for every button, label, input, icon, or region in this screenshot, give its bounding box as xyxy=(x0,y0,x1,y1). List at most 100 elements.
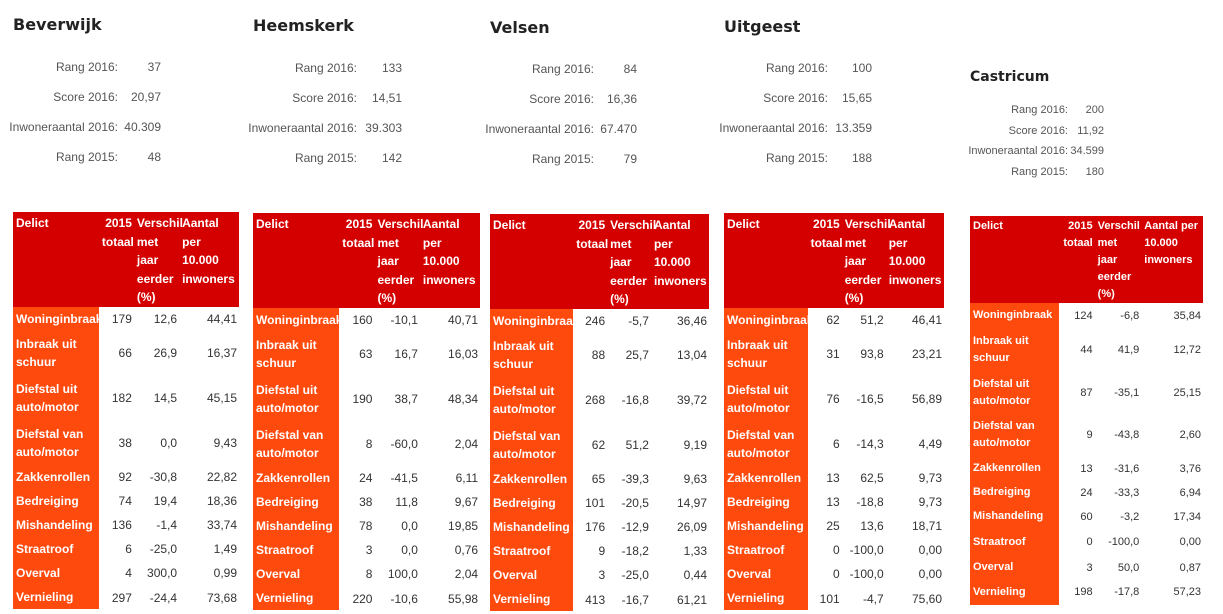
stat-label: Inwoneraantal 2016: xyxy=(248,121,357,135)
cell-change: -100,0 xyxy=(841,561,886,587)
header-change: Verschil met jaar eerder (%) xyxy=(841,213,891,309)
delict-mishandeling: Mishandeling xyxy=(724,513,808,539)
header-delict: Delict xyxy=(970,216,1059,304)
table-row: Mishandeling 176 -12,9 26,09 xyxy=(490,514,709,540)
delict-bedreiging: Bedreiging xyxy=(970,480,1059,505)
stat-value: 48 xyxy=(147,150,161,164)
cell-total-2015: 38 xyxy=(339,489,375,515)
cell-per-10000: 6,11 xyxy=(419,465,481,491)
cell-per-10000: 44,41 xyxy=(179,306,239,332)
cell-total-2015: 0 xyxy=(1058,528,1095,556)
stat-label: Rang 2016: xyxy=(55,60,118,74)
cell-per-10000: 45,15 xyxy=(179,374,239,422)
stat-value: 188 xyxy=(851,151,872,165)
table-row: Bedreiging 74 19,4 18,36 xyxy=(13,488,239,514)
cell-change: -43,8 xyxy=(1094,413,1142,457)
table-row: Woninginbraak 160 -10,1 40,71 xyxy=(253,307,481,333)
cell-per-10000: 1,49 xyxy=(179,536,239,562)
cell-per-10000: 35,84 xyxy=(1141,303,1203,328)
delict-woninginbraak: Woninginbraak xyxy=(970,303,1059,328)
cell-total-2015: 65 xyxy=(573,466,608,492)
table-row: Diefstal van auto/motor 9 -43,8 2,60 xyxy=(970,413,1203,457)
table-header-row: Delict 2015 totaal Verschil met jaar eerde… xyxy=(13,212,239,308)
cell-change: 14,5 xyxy=(133,374,180,422)
delict-vernieling: Vernieling xyxy=(970,579,1059,605)
table-row: Diefstal van auto/motor 38 0,0 9,43 xyxy=(13,420,239,466)
table-row: Overval 4 300,0 0,99 xyxy=(13,560,239,586)
cell-total-2015: 9 xyxy=(573,538,608,564)
delict-mishandeling: Mishandeling xyxy=(970,504,1059,529)
table-header-row: Delict 2015 totaal Verschil met jaar eerde… xyxy=(253,213,481,309)
table-row: Inbraak uit schuur 66 26,9 16,37 xyxy=(13,330,239,376)
cell-per-10000: 61,21 xyxy=(650,586,709,612)
cell-change: -60,0 xyxy=(374,421,420,467)
cell-total-2015: 6 xyxy=(807,421,842,467)
stat-value: 16,36 xyxy=(606,92,637,106)
table-header-row: Delict 2015 totaal Verschil met jaar eerde… xyxy=(490,214,709,310)
header-total-2015: 2015 totaal xyxy=(573,214,608,310)
cell-per-10000: 12,72 xyxy=(1141,327,1203,372)
cell-change: -10,1 xyxy=(374,307,420,333)
table-row: Diefstal uit auto/motor 182 14,5 45,15 xyxy=(13,374,239,422)
cell-change: 93,8 xyxy=(841,331,886,377)
cell-total-2015: 3 xyxy=(1058,555,1095,580)
cell-total-2015: 38 xyxy=(98,420,134,466)
table-row: Diefstal van auto/motor 6 -14,3 4,49 xyxy=(724,421,944,467)
cell-per-10000: 33,74 xyxy=(179,512,239,538)
cell-total-2015: 198 xyxy=(1058,579,1095,605)
table-header-row: Delict 2015 totaal Verschil met jaar eerde… xyxy=(970,216,1203,304)
table-row: Diefstal uit auto/motor 76 -16,5 56,89 xyxy=(724,375,944,423)
header-change: Verschil met jaar eerder (%) xyxy=(374,213,424,309)
table-row: Vernieling 220 -10,6 55,98 xyxy=(253,585,481,611)
cell-change: 41,9 xyxy=(1094,327,1142,372)
cell-per-10000: 1,33 xyxy=(650,538,709,564)
stat-value: 11,92 xyxy=(1077,124,1104,137)
cell-per-10000: 0,00 xyxy=(1141,528,1203,556)
cell-total-2015: 13 xyxy=(807,465,842,491)
cell-change: -1,4 xyxy=(133,512,180,538)
cell-change: 12,6 xyxy=(133,306,180,332)
cell-total-2015: 74 xyxy=(98,488,134,514)
cell-change: -4,7 xyxy=(841,585,886,611)
cell-change: 25,7 xyxy=(607,332,651,378)
cell-total-2015: 220 xyxy=(339,585,375,611)
table-row: Inbraak uit schuur 44 41,9 12,72 xyxy=(970,327,1203,372)
stat-label: Inwoneraantal 2016: xyxy=(719,121,828,135)
crime-table: Delict 2015 totaal Verschil met jaar eerde… xyxy=(253,213,481,611)
delict-diefstal-van-auto-motor: Diefstal van auto/motor xyxy=(490,422,574,468)
stat-label: Rang 2016: xyxy=(1011,104,1068,116)
cell-per-10000: 9,67 xyxy=(419,489,481,515)
delict-inbraak-uit-schuur: Inbraak uit schuur xyxy=(490,332,574,378)
header-total-2015: 2015 totaal xyxy=(339,213,375,309)
header-change: Verschil met jaar eerder (%) xyxy=(607,214,656,310)
cell-total-2015: 3 xyxy=(339,537,375,563)
delict-woninginbraak: Woninginbraak xyxy=(13,306,102,332)
cell-change: -30,8 xyxy=(133,464,180,490)
cell-change: 0,0 xyxy=(374,537,420,563)
stat-label: Inwoneraantal 2016: xyxy=(968,145,1068,157)
cell-total-2015: 60 xyxy=(1058,504,1095,529)
delict-vernieling: Vernieling xyxy=(13,584,99,610)
delict-woninginbraak: Woninginbraak xyxy=(253,307,342,333)
delict-zakkenrollen: Zakkenrollen xyxy=(490,466,574,492)
header-delict: Delict xyxy=(724,213,808,309)
table-row: Bedreiging 13 -18,8 9,73 xyxy=(724,489,944,515)
cell-per-10000: 0,00 xyxy=(885,561,944,587)
table-row: Bedreiging 38 11,8 9,67 xyxy=(253,489,481,515)
table-row: Zakkenrollen 24 -41,5 6,11 xyxy=(253,465,481,491)
delict-inbraak-uit-schuur: Inbraak uit schuur xyxy=(253,331,340,377)
table-row: Diefstal uit auto/motor 190 38,7 48,34 xyxy=(253,375,481,423)
delict-overval: Overval xyxy=(970,555,1059,580)
table-row: Woninginbraak 179 12,6 44,41 xyxy=(13,306,239,332)
cell-per-10000: 26,09 xyxy=(650,514,709,540)
municipality-title: Castricum xyxy=(970,69,1050,85)
delict-straatroof: Straatroof xyxy=(13,536,99,562)
stat-label: Rang 2016: xyxy=(531,62,594,76)
crime-table: Delict 2015 totaal Verschil met jaar eerde… xyxy=(724,213,944,611)
stat-value: 13.359 xyxy=(835,121,872,135)
cell-per-10000: 2,60 xyxy=(1141,413,1203,457)
cell-change: 51,2 xyxy=(841,307,886,333)
cell-total-2015: 101 xyxy=(573,490,608,516)
cell-change: -6,8 xyxy=(1094,303,1142,328)
cell-per-10000: 9,19 xyxy=(650,422,709,468)
